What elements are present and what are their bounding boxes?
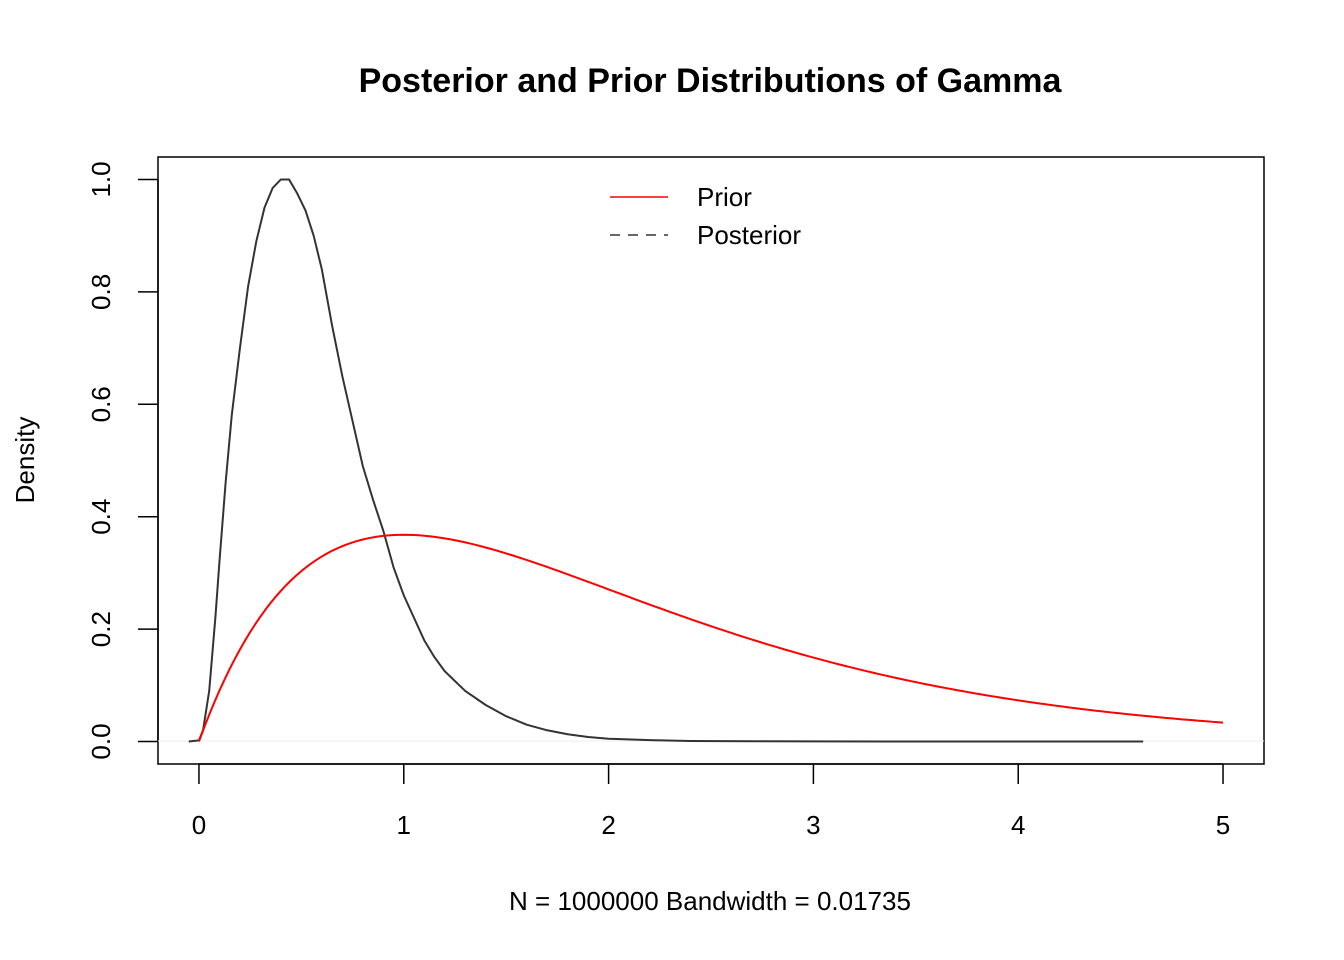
x-tick-label: 4 [1011,810,1025,840]
y-tick-label: 0.6 [86,386,116,422]
y-tick-label: 0.0 [86,723,116,759]
x-tick-label: 2 [601,810,615,840]
x-axis: 0 1 2 3 4 5 [192,763,1230,840]
x-tick-label: 3 [806,810,820,840]
chart-title: Posterior and Prior Distributions of Gam… [359,62,1063,100]
series-line-posterior [188,178,1144,743]
legend: Prior Posterior [610,182,801,250]
y-tick-label: 0.8 [86,274,116,310]
series-layer [188,178,1224,743]
x-tick-label: 1 [397,810,411,840]
y-tick-label: 0.4 [86,499,116,535]
legend-label-prior: Prior [697,182,752,212]
legend-label-posterior: Posterior [697,220,801,250]
x-tick-label: 0 [192,810,206,840]
y-tick-label: 0.2 [86,611,116,647]
y-tick-label: 1.0 [86,161,116,197]
x-tick-label: 5 [1216,810,1230,840]
x-axis-label: N = 1000000 Bandwidth = 0.01735 [509,886,911,916]
y-axis-label: Density [10,417,40,504]
series-line-prior [198,533,1224,742]
y-axis: 0.0 0.2 0.4 0.6 0.8 1.0 [86,161,159,760]
